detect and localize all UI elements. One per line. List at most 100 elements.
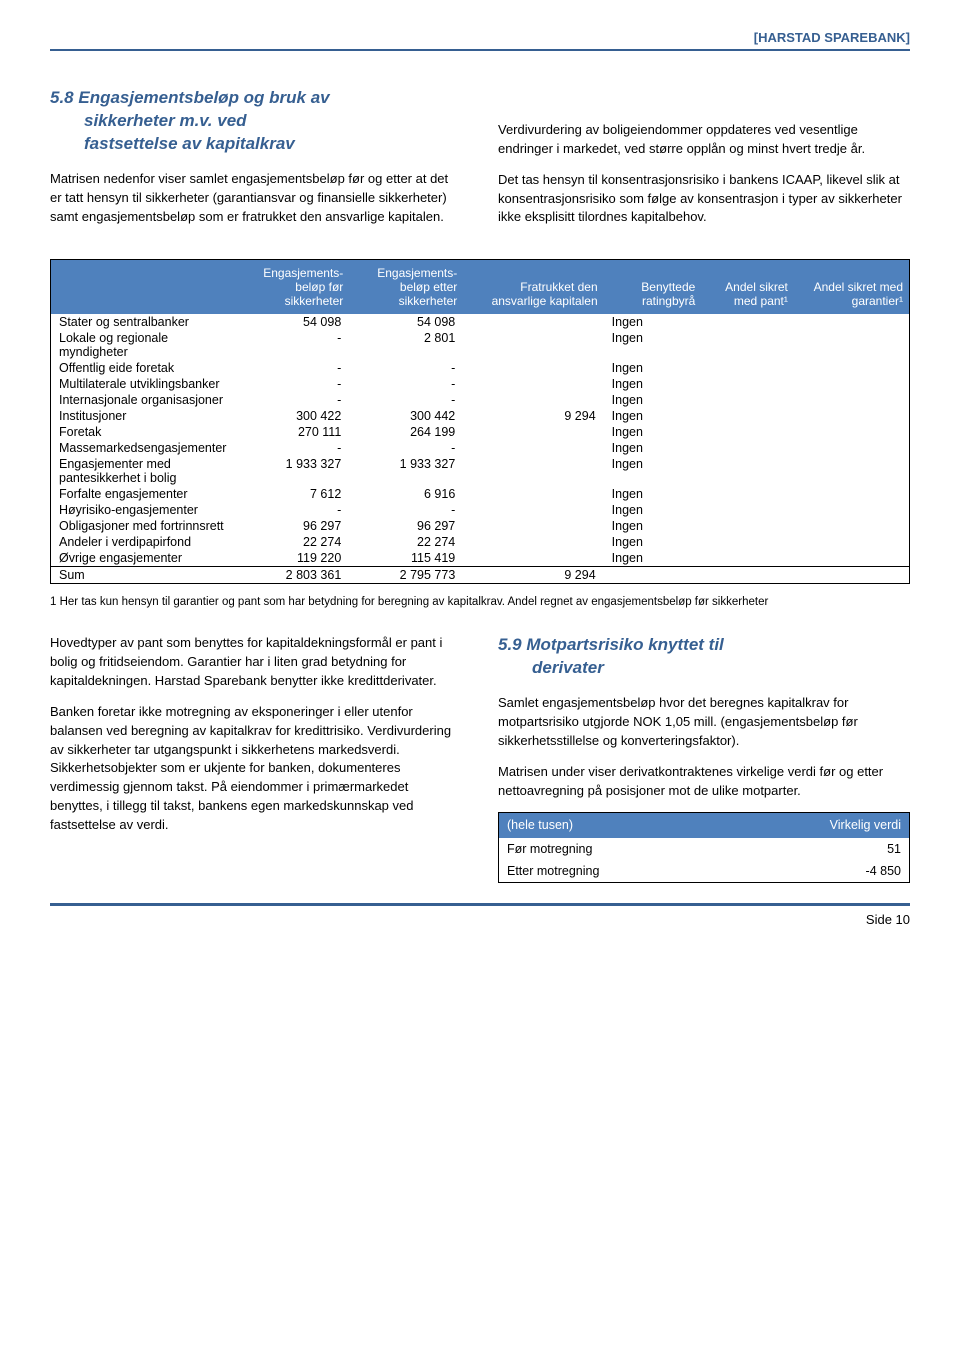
td: Ingen: [604, 456, 702, 486]
td: 22 274: [349, 534, 463, 550]
table-row: Stater og sentralbanker54 09854 098Ingen: [51, 314, 910, 330]
td: [463, 456, 603, 486]
td: [794, 456, 910, 486]
td: [701, 424, 794, 440]
td: [463, 424, 603, 440]
td: Ingen: [604, 534, 702, 550]
td: 300 442: [349, 408, 463, 424]
td: 270 111: [241, 424, 350, 440]
bank-name: HARSTAD SPAREBANK: [758, 30, 906, 45]
engagement-table: Engasjements-beløp før sikkerheterEngasj…: [50, 259, 910, 584]
td: Internasjonale organisasjoner: [51, 392, 241, 408]
col-right: Verdivurdering av boligeiendommer oppdat…: [498, 87, 910, 239]
td: 1 933 327: [241, 456, 350, 486]
table-row: Institusjoner300 422300 4429 294Ingen: [51, 408, 910, 424]
derivatives-table: (hele tusen) Virkelig verdi Før motregni…: [498, 812, 910, 882]
td: Institusjoner: [51, 408, 241, 424]
table-footnote: 1 Her tas kun hensyn til garantier og pa…: [50, 594, 910, 610]
td: -: [349, 392, 463, 408]
paragraph: Samlet engasjementsbeløp hvor det beregn…: [498, 694, 910, 751]
th: (hele tusen): [499, 813, 727, 838]
td: 7 612: [241, 486, 350, 502]
td: [463, 518, 603, 534]
td: Ingen: [604, 518, 702, 534]
paragraph: Det tas hensyn til konsentrasjonsrisiko …: [498, 171, 910, 228]
td: [463, 534, 603, 550]
td: Ingen: [604, 486, 702, 502]
th: Engasjements-beløp før sikkerheter: [241, 260, 350, 315]
table-row: Massemarkedsengasjementer--Ingen: [51, 440, 910, 456]
td: Ingen: [604, 360, 702, 376]
table-row: Foretak270 111264 199Ingen: [51, 424, 910, 440]
td: [701, 440, 794, 456]
td: -: [349, 502, 463, 518]
td: Ingen: [604, 376, 702, 392]
td: [604, 567, 702, 584]
title-line: sikkerheter m.v. ved: [50, 110, 462, 133]
td: [701, 314, 794, 330]
th: Engasjements-beløp etter sikkerheter: [349, 260, 463, 315]
table-row: Øvrige engasjementer119 220115 419Ingen: [51, 550, 910, 567]
td: [701, 330, 794, 360]
td: [701, 550, 794, 567]
td: [701, 360, 794, 376]
td: [701, 408, 794, 424]
th: Benyttede ratingbyrå: [604, 260, 702, 315]
td: [701, 392, 794, 408]
td: Engasjementer med pantesikkerhet i bolig: [51, 456, 241, 486]
td: [463, 486, 603, 502]
td: Lokale og regionale myndigheter: [51, 330, 241, 360]
paragraph: Verdivurdering av boligeiendommer oppdat…: [498, 121, 910, 159]
td: Ingen: [604, 502, 702, 518]
td: [463, 502, 603, 518]
th: Andel sikret med pant¹: [701, 260, 794, 315]
td: Høyrisiko-engasjementer: [51, 502, 241, 518]
th: [51, 260, 241, 315]
td: 96 297: [241, 518, 350, 534]
td: [794, 330, 910, 360]
section-58-columns: 5.8 Engasjementsbeløp og bruk av sikkerh…: [50, 87, 910, 239]
td: 51: [726, 838, 909, 860]
td: -: [349, 376, 463, 392]
table-row: Forfalte engasjementer7 6126 916Ingen: [51, 486, 910, 502]
lower-left: Hovedtyper av pant som benyttes for kapi…: [50, 634, 462, 882]
td: Øvrige engasjementer: [51, 550, 241, 567]
td: 2 795 773: [349, 567, 463, 584]
td: [794, 534, 910, 550]
td: -: [241, 360, 350, 376]
title-line: 5.8 Engasjementsbeløp og bruk av: [50, 88, 330, 107]
td: [794, 567, 910, 584]
table-row: Andeler i verdipapirfond22 27422 274Inge…: [51, 534, 910, 550]
td: [463, 360, 603, 376]
td: Ingen: [604, 424, 702, 440]
td: Ingen: [604, 440, 702, 456]
td: 9 294: [463, 408, 603, 424]
table-row: Internasjonale organisasjoner--Ingen: [51, 392, 910, 408]
th: Fratrukket den ansvarlige kapitalen: [463, 260, 603, 315]
title-line: fastsettelse av kapitalkrav: [50, 133, 462, 156]
td: -: [349, 440, 463, 456]
td: [701, 486, 794, 502]
td: [463, 440, 603, 456]
table-row: Multilaterale utviklingsbanker--Ingen: [51, 376, 910, 392]
td: 264 199: [349, 424, 463, 440]
td: [701, 567, 794, 584]
td: Sum: [51, 567, 241, 584]
td: Forfalte engasjementer: [51, 486, 241, 502]
table-row: Engasjementer med pantesikkerhet i bolig…: [51, 456, 910, 486]
page-number: Side 10: [50, 912, 910, 927]
td: Andeler i verdipapirfond: [51, 534, 241, 550]
td: [794, 486, 910, 502]
lower-columns: Hovedtyper av pant som benyttes for kapi…: [50, 634, 910, 882]
td: -: [349, 360, 463, 376]
td: Massemarkedsengasjementer: [51, 440, 241, 456]
td: -: [241, 330, 350, 360]
td: Ingen: [604, 408, 702, 424]
th: Virkelig verdi: [726, 813, 909, 838]
col-left: 5.8 Engasjementsbeløp og bruk av sikkerh…: [50, 87, 462, 239]
td: 115 419: [349, 550, 463, 567]
section-59-title: 5.9 Motpartsrisiko knyttet til derivater: [498, 634, 910, 680]
section-58-title: 5.8 Engasjementsbeløp og bruk av sikkerh…: [50, 87, 462, 156]
table-row: Lokale og regionale myndigheter-2 801Ing…: [51, 330, 910, 360]
td: 96 297: [349, 518, 463, 534]
